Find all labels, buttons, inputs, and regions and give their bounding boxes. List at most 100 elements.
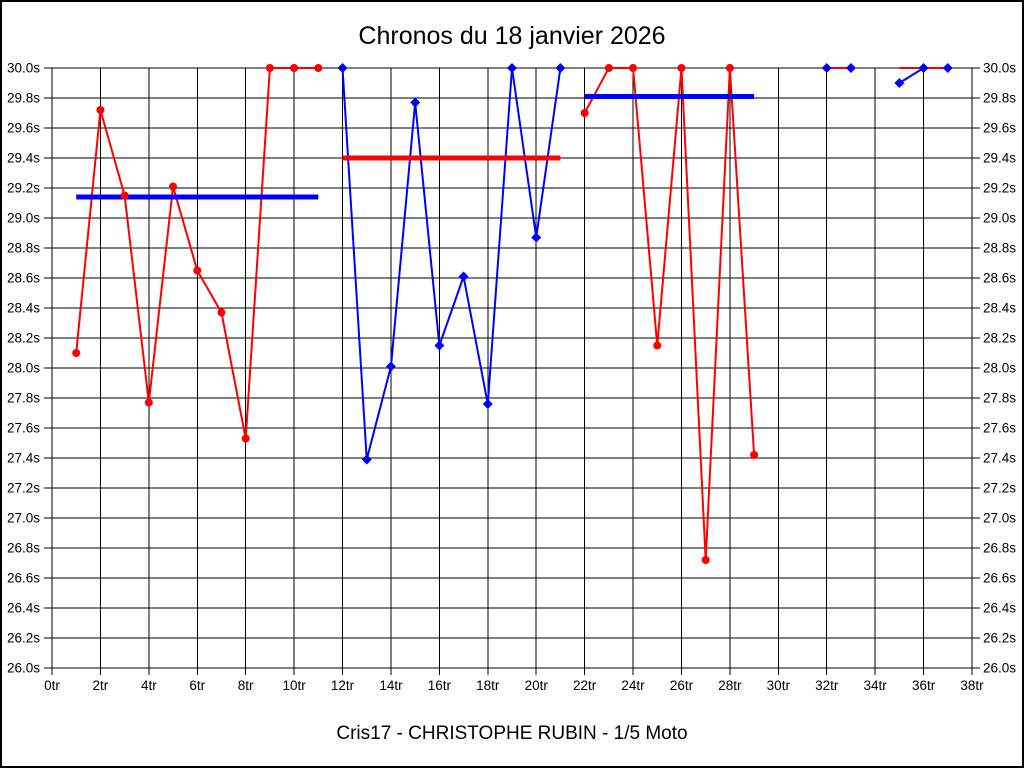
x-axis-label: 32tr [815, 678, 839, 693]
y-axis-label-right: 27.0s [983, 511, 1016, 526]
x-axis-label: 2tr [93, 678, 109, 693]
y-axis-label-left: 28.4s [7, 301, 40, 316]
y-axis-label-left: 28.2s [7, 331, 40, 346]
series-lines [75, 67, 948, 561]
red-lap-times-stint-1-point [265, 64, 274, 72]
y-axis-label-left: 28.6s [7, 271, 40, 286]
x-axis-label: 4tr [141, 678, 157, 693]
y-axis-label-right: 29.8s [983, 91, 1016, 106]
y-axis-label-left: 26.6s [7, 571, 40, 586]
y-axis-label-left: 29.4s [7, 151, 40, 166]
y-axis-label-right: 29.0s [983, 211, 1016, 226]
y-axis-label-left: 27.8s [7, 391, 40, 406]
x-axis-label: 36tr [912, 678, 936, 693]
x-axis-label: 28tr [718, 678, 742, 693]
blue-markers-32-33-point [821, 63, 832, 73]
y-axis-label-left: 29.8s [7, 91, 40, 106]
blue-lap-times-stint-2-point [531, 232, 542, 243]
y-axis-label-right: 26.6s [983, 571, 1016, 586]
y-axis-label-left: 26.8s [7, 541, 40, 556]
y-axis-label-right: 26.8s [983, 541, 1016, 556]
x-axis-label: 6tr [189, 678, 205, 693]
y-axis-label-right: 27.4s [983, 451, 1016, 466]
x-axis-label: 22tr [573, 678, 597, 693]
y-axis-label-left: 26.2s [7, 631, 40, 646]
x-axis-label: 18tr [476, 678, 500, 693]
x-axis-label: 38tr [960, 678, 984, 693]
y-axis-label-right: 28.6s [983, 271, 1016, 286]
y-axis-label-left: 27.2s [7, 481, 40, 496]
x-axis-label: 26tr [670, 678, 694, 693]
y-axis-label-left: 28.8s [7, 241, 40, 256]
y-axis-label-right: 26.0s [983, 661, 1016, 676]
blue-lap-times-35-37-point [918, 63, 929, 73]
driver-caption: Cris17 - CHRISTOPHE RUBIN - 1/5 Moto [336, 723, 688, 744]
red-lap-times-stint-1-point [169, 182, 178, 191]
y-axis-label-left: 29.2s [7, 181, 40, 196]
y-axis-label-left: 29.6s [7, 121, 40, 136]
chart-title: Chronos du 18 janvier 2026 [358, 22, 666, 50]
blue-lap-times-stint-2-line [341, 67, 562, 461]
y-axis-label-left: 30.0s [7, 61, 40, 76]
y-axis-label-right: 28.4s [983, 301, 1016, 316]
y-axis-label-left: 28.0s [7, 361, 40, 376]
blue-lap-times-stint-2-point [410, 97, 421, 108]
red-lap-times-stint-1-point [241, 434, 250, 443]
y-axis-label-right: 27.6s [983, 421, 1016, 436]
red-lap-times-stint-1-point [96, 106, 105, 114]
y-axis-label-left: 29.0s [7, 211, 40, 226]
y-axis-label-right: 29.4s [983, 151, 1016, 166]
blue-lap-times-stint-2-point [385, 361, 396, 372]
blue-lap-times-stint-2-point [458, 271, 469, 282]
red-lap-times-stint-3-point [701, 556, 710, 564]
blue-lap-times-stint-2-point [555, 63, 566, 73]
blue-markers-32-33-point [845, 63, 856, 73]
blue-lap-times-stint-2-point [337, 63, 348, 73]
red-lap-times-stint-1-point [314, 64, 323, 72]
red-lap-times-stint-1-point [193, 266, 202, 275]
red-lap-times-stint-3-point [580, 109, 589, 117]
red-lap-times-stint-3-point [629, 64, 638, 72]
y-axis-label-left: 27.6s [7, 421, 40, 436]
red-lap-times-stint-3-point [677, 64, 686, 72]
series-markers [72, 63, 953, 564]
x-axis-label: 0tr [44, 678, 60, 693]
y-axis-label-right: 26.2s [983, 631, 1016, 646]
x-axis-label: 24tr [621, 678, 645, 693]
x-axis-label: 20tr [525, 678, 549, 693]
blue-lap-times-stint-2-point [434, 340, 445, 351]
blue-lap-times-stint-2-point [361, 454, 372, 465]
blue-lap-times-35-37-point [942, 63, 953, 73]
y-axis-label-right: 29.6s [983, 121, 1016, 136]
y-axis-label-right: 30.0s [983, 61, 1016, 76]
blue-lap-times-stint-2-point [482, 399, 493, 409]
red-lap-times-stint-3-point [725, 64, 734, 72]
red-lap-times-stint-1-point [217, 308, 226, 317]
x-axis-label: 12tr [331, 678, 355, 693]
y-axis-label-right: 28.0s [983, 361, 1016, 376]
x-axis-label: 34tr [864, 678, 888, 693]
y-axis-label-right: 27.8s [983, 391, 1016, 406]
red-lap-times-stint-3-point [604, 64, 613, 72]
average-lines [76, 94, 755, 200]
y-axis-label-left: 27.4s [7, 451, 40, 466]
red-lap-times-stint-3-point [653, 341, 662, 350]
y-axis-label-right: 26.4s [983, 601, 1016, 616]
y-axis-label-right: 28.2s [983, 331, 1016, 346]
x-axis-label: 8tr [238, 678, 254, 693]
red-lap-times-stint-3-point [750, 451, 759, 459]
y-axis-label-right: 28.8s [983, 241, 1016, 256]
axis-labels: 30.0s 30.0s 29.8s 29.8s 29.6s 29.6s 29.4s 29.4s… [7, 61, 1016, 694]
red-lap-times-stint-3-line [583, 67, 756, 561]
red-lap-times-stint-1-point [72, 349, 81, 357]
y-axis-label-left: 26.4s [7, 601, 40, 616]
blue-lap-times-stint-2-point [507, 63, 517, 73]
y-axis-label-right: 29.2s [983, 181, 1016, 196]
x-axis-label: 30tr [767, 678, 791, 693]
x-axis-label: 10tr [282, 678, 306, 693]
red-lap-times-stint-1-point [290, 64, 299, 72]
red-lap-times-stint-1-point [120, 191, 129, 200]
y-axis-label-left: 26.0s [7, 661, 40, 676]
